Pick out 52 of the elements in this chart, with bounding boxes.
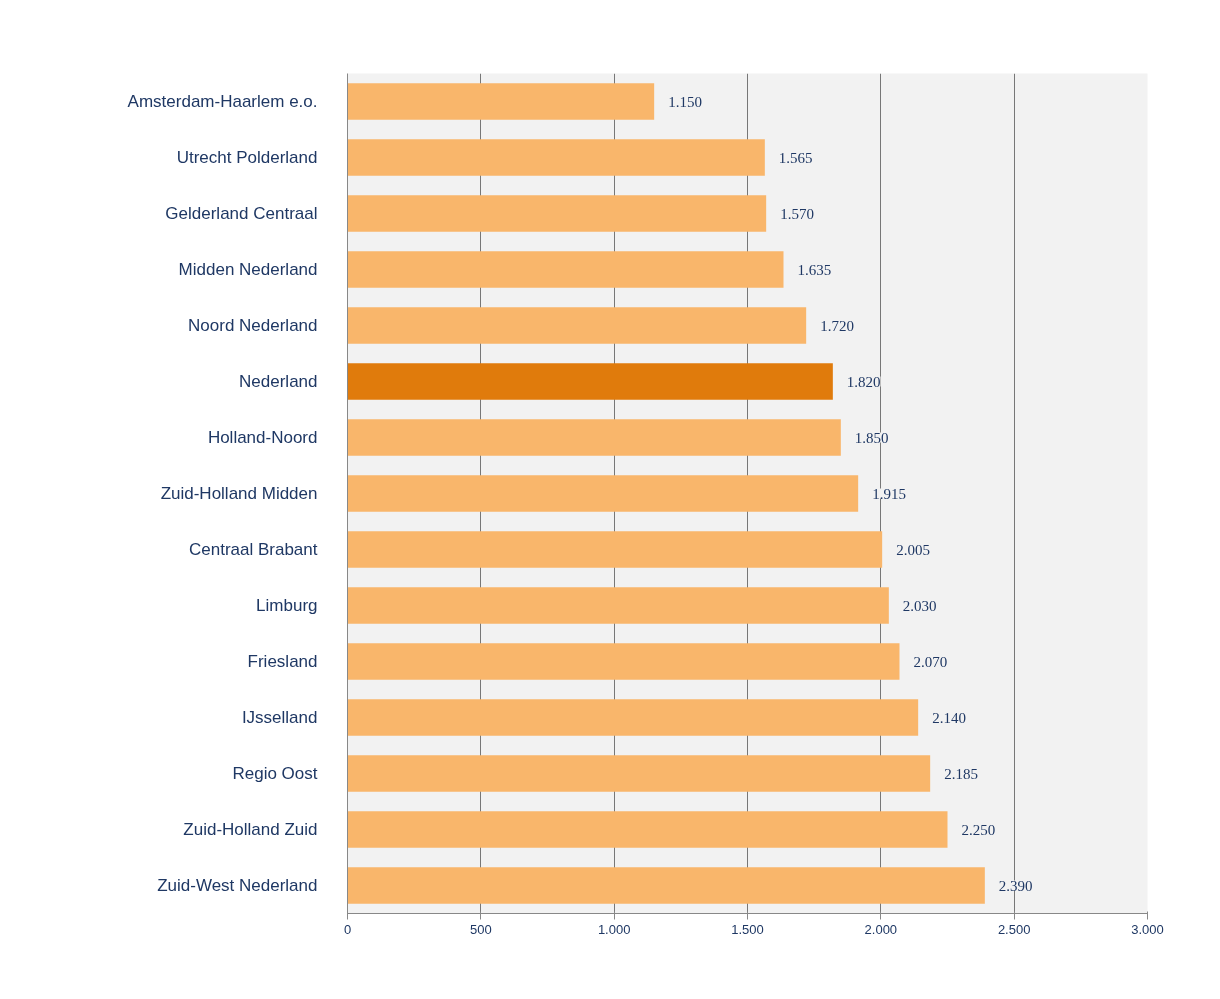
bar <box>347 251 784 288</box>
bar <box>347 699 919 736</box>
y-tick-label: Nederland <box>239 372 318 391</box>
x-tick-label: 1.500 <box>731 921 764 937</box>
data-label: 1.150 <box>668 93 702 110</box>
data-label: 1.850 <box>854 429 889 446</box>
x-tick-label: 500 <box>469 921 492 937</box>
bar <box>347 363 833 400</box>
bar <box>347 307 807 344</box>
bar <box>347 643 900 680</box>
bar <box>347 531 883 568</box>
y-tick-label: IJsselland <box>241 708 318 727</box>
data-label: 2.070 <box>913 653 948 670</box>
data-label: 2.005 <box>896 541 930 558</box>
bar <box>347 867 985 904</box>
x-tick-label: 3.000 <box>1131 921 1164 937</box>
x-tick-label: 0 <box>343 921 352 937</box>
x-tick-label: 2.000 <box>864 921 898 937</box>
bar <box>347 475 859 512</box>
bar <box>347 587 889 624</box>
x-tick-label: 1.000 <box>597 921 631 937</box>
data-label: 1.720 <box>820 317 854 334</box>
y-tick-label: Friesland <box>247 652 318 671</box>
y-tick-label: Zuid-Holland Zuid <box>183 820 318 839</box>
y-tick-label: Centraal Brabant <box>188 540 318 559</box>
y-tick-label: Limburg <box>256 596 318 615</box>
bar <box>347 195 767 232</box>
bar <box>347 811 948 848</box>
y-tick-label: Zuid-West Nederland <box>157 876 318 895</box>
x-tick-label: 2.500 <box>997 921 1031 937</box>
data-label: 1.635 <box>797 261 832 278</box>
y-tick-label: Midden Nederland <box>178 260 318 279</box>
y-tick-label: Noord Nederland <box>188 316 318 335</box>
data-label: 2.250 <box>961 821 996 838</box>
data-label: 1.915 <box>872 485 906 502</box>
bar <box>347 139 765 176</box>
y-tick-label: Gelderland Centraal <box>165 204 318 223</box>
data-label: 2.185 <box>944 765 978 782</box>
data-label: 1.820 <box>846 373 881 390</box>
data-label: 1.565 <box>778 149 813 166</box>
y-tick-label: Utrecht Polderland <box>176 148 318 167</box>
bar <box>347 419 841 456</box>
bar <box>347 83 655 120</box>
bar <box>347 755 931 792</box>
y-tick-label: Amsterdam-Haarlem e.o. <box>127 92 318 111</box>
data-label: 2.390 <box>998 877 1033 894</box>
data-label: 2.140 <box>932 709 966 726</box>
y-tick-label: Holland-Noord <box>207 428 318 447</box>
y-tick-label: Regio Oost <box>232 764 318 783</box>
y-tick-label: Zuid-Holland Midden <box>160 484 318 503</box>
data-label: 1.570 <box>780 205 814 222</box>
data-label: 2.030 <box>902 597 937 614</box>
